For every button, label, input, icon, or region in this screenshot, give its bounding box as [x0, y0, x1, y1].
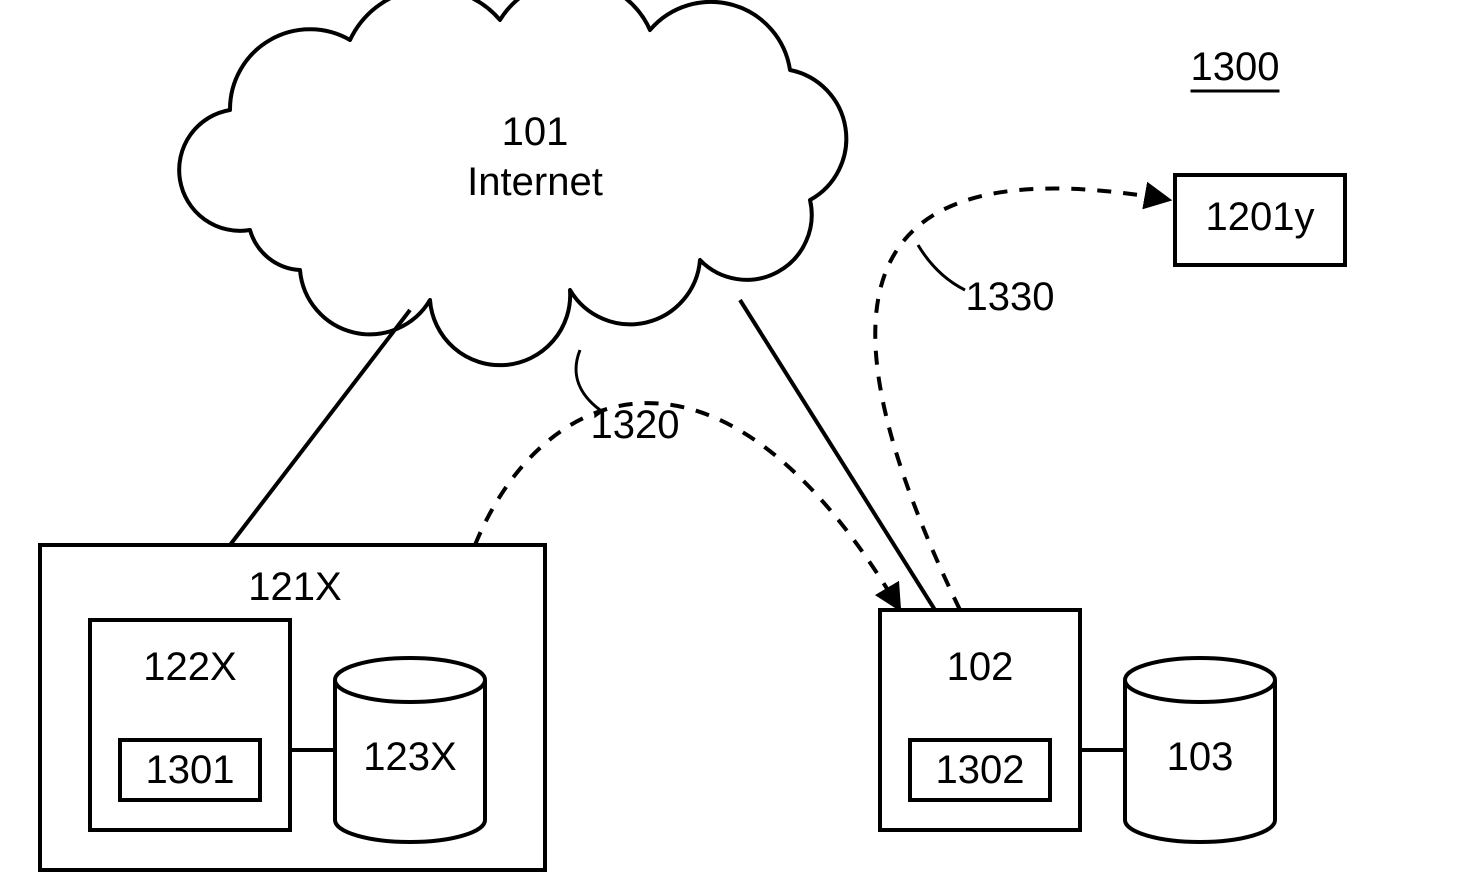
db-123x-label: 123X — [363, 735, 456, 779]
edge-solid-1 — [740, 300, 935, 610]
leader-1330 — [918, 245, 965, 290]
node-122x-label: 122X — [143, 645, 236, 689]
db-103-label: 103 — [1167, 735, 1234, 779]
label-1330: 1330 — [966, 275, 1055, 319]
edge-solid-0 — [230, 310, 410, 545]
figure-number: 1300 — [1191, 45, 1280, 89]
cloud-label-101: 101 — [502, 110, 569, 154]
node-1302-label: 1302 — [936, 748, 1025, 792]
label-1320: 1320 — [591, 403, 680, 447]
cloud-label-internet: Internet — [467, 160, 603, 204]
edge-1330 — [875, 188, 1170, 610]
node-121x-label: 121X — [248, 565, 341, 609]
node-1301-label: 1301 — [146, 748, 235, 792]
leader-1320 — [576, 350, 600, 410]
node-1201y-label: 1201y — [1206, 195, 1315, 239]
node-102-label: 102 — [947, 645, 1014, 689]
